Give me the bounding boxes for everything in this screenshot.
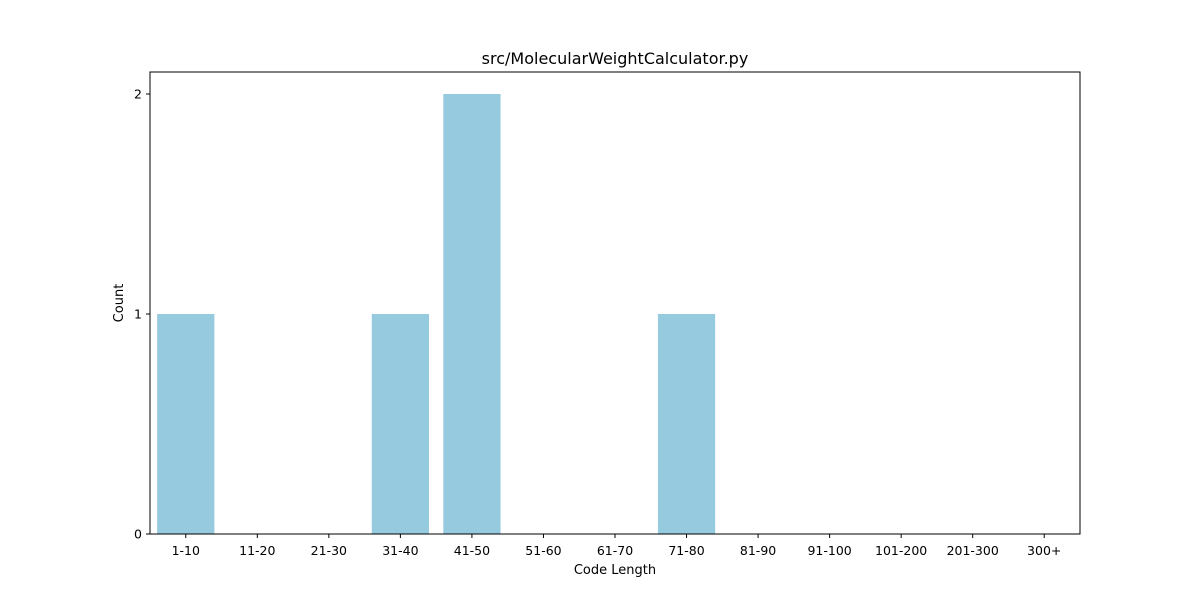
bar-1-10 [157,314,215,534]
x-tick-label: 31-40 [382,543,418,558]
x-tick-label: 201-300 [947,543,999,558]
y-tick-label: 2 [134,87,142,102]
x-tick-label: 91-100 [807,543,851,558]
bar-41-50 [443,94,501,534]
y-tick-label: 0 [134,527,142,542]
plot-frame [149,71,1081,535]
y-tick-label: 1 [134,307,142,322]
x-tick-label: 101-200 [875,543,927,558]
x-tick-label: 300+ [1027,543,1061,558]
x-tick-label: 11-20 [239,543,275,558]
x-tick-label: 71-80 [668,543,704,558]
x-tick-label: 1-10 [172,543,200,558]
bar-31-40 [371,314,429,534]
bars-group [157,94,716,534]
y-axis-label: Count [112,284,127,323]
chart-title: src/MolecularWeightCalculator.py [482,49,749,68]
x-tick-label: 51-60 [525,543,561,558]
x-tick-label: 81-90 [740,543,776,558]
x-axis-label: Code Length [574,563,656,578]
y-ticks-group: 0 1 2 [134,87,150,542]
x-tick-label: 61-70 [597,543,633,558]
x-tick-label: 21-30 [311,543,347,558]
bar-71-80 [657,314,716,534]
x-tick-label: 41-50 [454,543,490,558]
x-ticks-group: 1-10 11-20 21-30 31-40 41-50 51-60 61-70 71-80 8… [172,534,1061,558]
